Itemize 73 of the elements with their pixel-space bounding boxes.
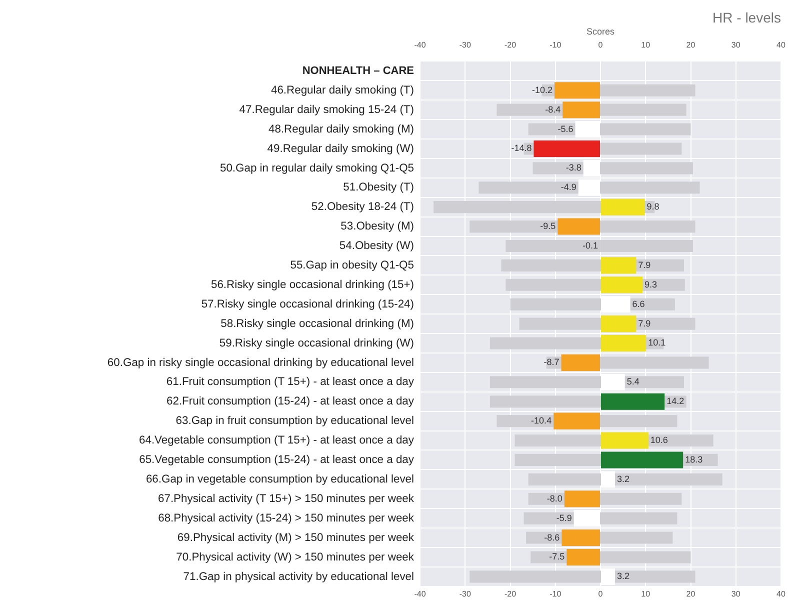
data-label: 14.2 [666,396,684,406]
data-label: -10.2 [532,84,552,95]
data-label: -8.0 [546,493,562,504]
data-label: -8.4 [545,104,561,114]
x2-tick-label: 40 [776,40,786,50]
y-tick-label: 65.Vegetable consumption (15-24) - at least once a day [139,454,414,466]
data-label: -5.6 [558,124,574,134]
data-label: -9.5 [540,221,556,232]
x2-tick-label: -20 [504,40,517,50]
x-tick-label: -40 [414,589,426,598]
data-label: 7.9 [638,260,651,270]
x-tick-label: -30 [459,589,472,598]
y-tick-label: 70.Physical activity (W) > 150 minutes per week [176,551,414,564]
data-label: 9.3 [644,279,657,290]
y-tick-label: 48.Regular daily smoking (M) [268,123,414,136]
chart-title: HR - levels [712,9,781,26]
data-label: 10.6 [650,434,668,445]
data-label: -8.6 [544,532,560,542]
x2-tick-label: -30 [459,40,472,50]
x-tick-label: 10 [641,589,651,598]
data-label: 3.2 [616,474,630,484]
y-tick-label: 62.Fruit consumption (15-24) - at least once a day [166,396,414,408]
x-tick-label: 30 [731,589,741,598]
data-label: -4.9 [560,182,576,192]
y-tick-label: 53.Obesity (M) [340,220,414,233]
data-label: -10.4 [531,416,552,426]
x-tick-label: -20 [504,589,517,598]
data-label: -5.9 [556,512,572,523]
x2-tick-label: 20 [686,40,696,50]
y-tick-label: 59.Risky single occasional drinking (W) [219,337,414,350]
data-label: 10.1 [648,338,666,348]
y-tick-label: 47.Regular daily smoking 15-24 (T) [239,104,414,116]
y-tick-label: 57.Risky single occasional drinking (15-24) [201,298,414,310]
x2-tick-label: 0 [598,40,604,50]
y-tick-label: 71.Gap in physical activity by educational level [183,570,414,583]
y-tick-label: 50.Gap in regular daily smoking Q1-Q5 [220,162,414,174]
x2-tick-label: -10 [550,40,562,50]
y-tick-label: 68.Physical activity (15-24) > 150 minutes per week [158,512,414,524]
data-label: 5.4 [626,376,640,387]
data-label: 9.8 [646,202,660,212]
data-label: 6.6 [632,298,645,309]
y-tick-label: 61.Fruit consumption (T 15+) - at least once a day [166,376,414,388]
y-tick-label: 63.Gap in fruit consumption by educational level [176,415,414,428]
data-label: 3.2 [616,571,630,582]
y-tick-label: 46.Regular daily smoking (T) [270,84,414,96]
data-label: -0.1 [582,240,598,250]
y-tick-label: NONHEALTH – CARE [302,64,414,77]
x2-tick-label: 10 [641,40,651,50]
y-tick-label: 60.Gap in risky single occasional drinking by educational level [107,356,414,369]
y-tick-label: 58.Risky single occasional drinking (M) [220,318,414,330]
y-tick-label: 51.Obesity (T) [343,182,414,194]
y-tick-label: 54.Obesity (W) [339,240,414,252]
x-tick-label: -10 [550,589,562,598]
data-label: -7.5 [549,552,565,562]
y-tick-label: 64.Vegetable consumption (T 15+) - at least once a day [139,434,414,447]
data-label: 18.3 [685,454,703,464]
y-tick-label: 66.Gap in vegetable consumption by educational level [146,474,414,486]
y-tick-label: 69.Physical activity (M) > 150 minutes per week [177,532,414,544]
y-tick-label: 56.Risky single occasional drinking (15+) [210,278,414,291]
x-tick-label: 0 [598,589,604,598]
data-label: -3.8 [566,162,582,173]
data-label: 7.9 [638,318,651,328]
x-tick-label: 40 [776,589,786,598]
data-label: -14.8 [511,143,532,154]
x2-axis-title: Scores [586,26,616,37]
x-tick-label: 20 [686,589,696,598]
y-tick-label: 55.Gap in obesity Q1-Q5 [290,260,414,272]
y-tick-label: 49.Regular daily smoking (W) [267,142,414,155]
y-tick-label: 67.Physical activity (T 15+) > 150 minutes per week [158,492,414,505]
y-tick-label: 52.Obesity 18-24 (T) [311,201,414,214]
x2-tick-label: 30 [731,40,741,50]
x2-tick-label: -40 [414,40,426,50]
data-label: -8.7 [544,357,560,368]
